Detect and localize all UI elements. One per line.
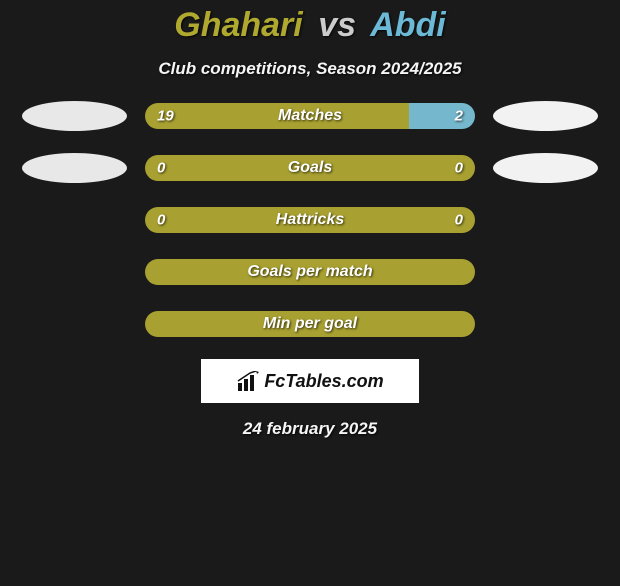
stat-label: Min per goal: [263, 315, 357, 333]
chart-icon: [236, 371, 260, 391]
stat-label: Goals per match: [247, 263, 372, 281]
logo-text: FcTables.com: [264, 371, 383, 392]
stat-bar: Matches 19 2: [145, 103, 475, 129]
stat-bar: Min per goal: [145, 311, 475, 337]
stat-value-right: 0: [455, 212, 463, 229]
bars-container: Matches 19 2 Goals 0 0 Hattricks 0 0 Goals per ma…: [0, 101, 620, 339]
player2-name: Abdi: [370, 6, 446, 44]
stat-row: Min per goal: [0, 309, 620, 339]
stat-bar: Goals 0 0: [145, 155, 475, 181]
spacer: [493, 205, 598, 235]
vs-text: vs: [318, 6, 356, 44]
player2-badge: [493, 101, 598, 131]
stat-label: Goals: [288, 159, 332, 177]
stat-row: Goals 0 0: [0, 153, 620, 183]
logo-box: FcTables.com: [201, 359, 419, 403]
stat-row: Hattricks 0 0: [0, 205, 620, 235]
player1-name: Ghahari: [174, 6, 302, 44]
player1-badge: [22, 101, 127, 131]
stat-bar: Goals per match: [145, 259, 475, 285]
stat-value-left: 0: [157, 160, 165, 177]
bar-segment-right: [409, 103, 475, 129]
stat-label: Hattricks: [276, 211, 344, 229]
spacer: [22, 257, 127, 287]
player2-badge: [493, 153, 598, 183]
stat-row: Matches 19 2: [0, 101, 620, 131]
date-text: 24 february 2025: [0, 419, 620, 439]
comparison-title: Ghahari vs Abdi: [0, 6, 620, 45]
stat-value-left: 19: [157, 108, 174, 125]
subtitle: Club competitions, Season 2024/2025: [0, 59, 620, 79]
stat-row: Goals per match: [0, 257, 620, 287]
spacer: [22, 309, 127, 339]
stat-bar: Hattricks 0 0: [145, 207, 475, 233]
spacer: [493, 257, 598, 287]
stat-label: Matches: [278, 107, 342, 125]
stat-value-right: 2: [455, 108, 463, 125]
spacer: [22, 205, 127, 235]
player1-badge: [22, 153, 127, 183]
stat-value-right: 0: [455, 160, 463, 177]
stat-value-left: 0: [157, 212, 165, 229]
spacer: [493, 309, 598, 339]
